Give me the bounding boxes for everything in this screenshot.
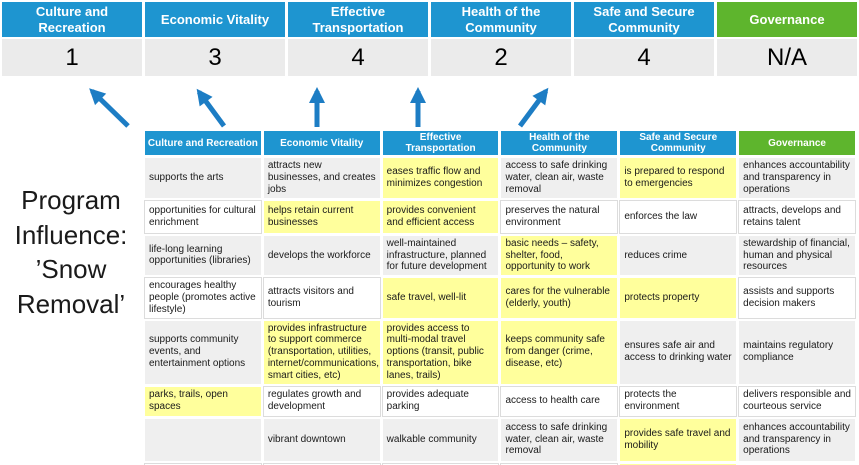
matrix-cell: attracts, develops and retains talent [738,199,856,234]
matrix-row: opportunities for cultural enrichment hel… [144,199,856,234]
scorecard-header-economic-vitality: Economic Vitality [145,2,285,37]
influence-matrix-table: Culture and Recreation Economic Vitality E… [143,129,857,465]
matrix-cell: looks after it's most vulnerable [619,462,738,465]
matrix-header-culture-and-recreation: Culture and Recreation [144,130,262,157]
matrix-cell: safe travel, well-lit [381,277,500,319]
matrix-cell: access to health care [500,385,619,417]
matrix-body: supports the arts attracts new businesses… [144,157,856,465]
scorecard-header-governance: Governance [717,2,857,37]
matrix-cell [262,462,381,465]
scorecard-header-safe-and-secure-community: Safe and Secure Community [574,2,714,37]
matrix-cell: assists and supports decision makers [738,277,856,319]
matrix-cell: enhances accountability and transparency… [738,157,856,199]
scorecard: Culture and Recreation Economic Vitality E… [2,2,857,76]
scorecard-score-culture-and-recreation: 1 [2,39,142,76]
matrix-row: supports community events, and entertain… [144,319,856,385]
program-influence-label: Program Influence: ’Snow Removal’ [0,183,142,321]
matrix-cell: provides safe travel and mobility [619,417,738,462]
matrix-cell: access to safe drinking water, clean air… [500,157,619,199]
matrix-cell: stewardship of financial, human and phys… [738,234,856,277]
matrix-cell: ensures safe air and access to drinking … [619,319,738,385]
matrix-cell: access to safe drinking water, clean air… [500,417,619,462]
matrix-cell: cares for the vulnerable (elderly, youth… [500,277,619,319]
matrix-header-governance: Governance [738,130,856,157]
matrix-cell: opportunities for cultural enrichment [144,199,262,234]
matrix-cell [500,462,619,465]
scorecard-score-economic-vitality: 3 [145,39,285,76]
scorecard-header-row: Culture and Recreation Economic Vitality E… [2,2,857,37]
matrix-row: life-long learning opportunities (librar… [144,234,856,277]
influence-arrows [89,87,549,128]
matrix-cell: delivers responsible and courteous servi… [738,385,856,417]
matrix-cell [738,462,856,465]
arrow-icon [89,88,130,128]
scorecard-header-effective-transportation: Effective Transportation [288,2,428,37]
scorecard-score-effective-transportation: 4 [288,39,428,76]
matrix-cell: walkable community [381,417,500,462]
matrix-cell: provides infrastructure to support comme… [262,319,381,385]
matrix-cell: provides access to multi-modal travel op… [381,319,500,385]
scorecard-score-health-of-the-community: 2 [431,39,571,76]
program-label-line: Influence: [14,219,128,250]
matrix-cell: eases traffic flow and minimizes congest… [381,157,500,199]
matrix-cell: provides adequate parking [381,385,500,417]
scorecard-score-row: 1 3 4 2 4 N/A [2,39,857,76]
arrow-icon [196,88,227,128]
matrix-header-row: Culture and Recreation Economic Vitality E… [144,130,856,157]
scorecard-header-culture-and-recreation: Culture and Recreation [2,2,142,37]
matrix-cell [381,462,500,465]
matrix-header-economic-vitality: Economic Vitality [262,130,381,157]
matrix-cell: basic needs – safety, shelter, food, opp… [500,234,619,277]
program-label-line: Removal’ [16,288,126,319]
matrix-cell: develops the workforce [262,234,381,277]
matrix-cell: life-long learning opportunities (librar… [144,234,262,277]
matrix-cell: protects property [619,277,738,319]
scorecard-score-safe-and-secure-community: 4 [574,39,714,76]
matrix-cell [144,417,262,462]
matrix-cell: attracts visitors and tourism [262,277,381,319]
matrix-cell: encourages healthy people (promotes acti… [144,277,262,319]
matrix-row: vibrant downtown walkable community access… [144,417,856,462]
matrix-row: parks, trails, open spaces regulates grow… [144,385,856,417]
matrix-cell: provides convenient and efficient access [381,199,500,234]
matrix-cell: helps retain current businesses [262,199,381,234]
matrix-row: looks after it's most vulnerable [144,462,856,465]
matrix-cell: supports the arts [144,157,262,199]
matrix-cell: parks, trails, open spaces [144,385,262,417]
matrix-row: supports the arts attracts new businesses… [144,157,856,199]
matrix-cell: protects the environment [619,385,738,417]
matrix-header-health-of-the-community: Health of the Community [500,130,619,157]
matrix-cell: maintains regulatory compliance [738,319,856,385]
matrix-cell: well-maintained infrastructure, planned … [381,234,500,277]
matrix-cell: vibrant downtown [262,417,381,462]
matrix-cell: regulates growth and development [262,385,381,417]
scorecard-header-health-of-the-community: Health of the Community [431,2,571,37]
matrix-cell: is prepared to respond to emergencies [619,157,738,199]
program-label-line: ’Snow [35,254,107,285]
matrix-cell: reduces crime [619,234,738,277]
matrix-cell: keeps community safe from danger (crime,… [500,319,619,385]
matrix-cell: enforces the law [619,199,738,234]
matrix-cell: preserves the natural environment [500,199,619,234]
matrix-header-safe-and-secure-community: Safe and Secure Community [619,130,738,157]
matrix-row: encourages healthy people (promotes acti… [144,277,856,319]
matrix-cell [144,462,262,465]
matrix-header-effective-transportation: Effective Transportation [381,130,500,157]
scorecard-score-governance: N/A [717,39,857,76]
matrix-cell: supports community events, and entertain… [144,319,262,385]
arrow-icon [517,87,549,128]
matrix-cell: attracts new businesses, and creates job… [262,157,381,199]
program-label-line: Program [21,185,121,215]
matrix-cell: enhances accountability and transparency… [738,417,856,462]
